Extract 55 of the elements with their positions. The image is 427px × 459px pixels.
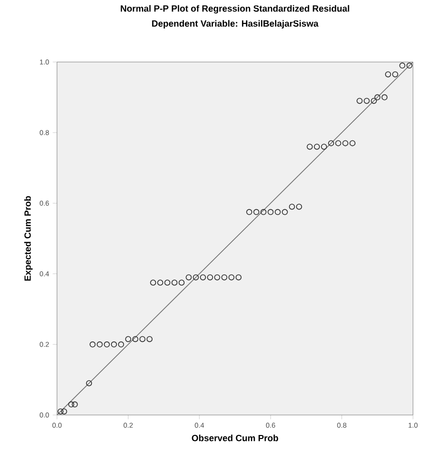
point bbox=[104, 341, 110, 348]
point bbox=[58, 408, 64, 414]
point bbox=[392, 71, 398, 78]
point bbox=[382, 94, 388, 100]
point bbox=[139, 336, 146, 342]
point bbox=[228, 274, 234, 280]
point bbox=[282, 209, 288, 216]
point bbox=[150, 280, 156, 286]
point bbox=[374, 94, 380, 100]
point bbox=[342, 140, 348, 146]
point bbox=[246, 209, 252, 216]
point bbox=[132, 336, 138, 342]
point bbox=[288, 204, 295, 210]
point bbox=[370, 98, 377, 104]
point bbox=[320, 144, 327, 150]
point bbox=[236, 274, 242, 280]
x-axis-title: Observed Cum Prob bbox=[192, 434, 278, 442]
point bbox=[164, 280, 170, 286]
point bbox=[146, 336, 153, 342]
point bbox=[110, 341, 117, 348]
point bbox=[314, 144, 320, 150]
point bbox=[385, 71, 392, 78]
point bbox=[207, 274, 214, 280]
point bbox=[90, 341, 96, 348]
point bbox=[68, 401, 74, 408]
chart-title: Normal P-P Plot of Regression Standardized Residual bbox=[120, 5, 350, 14]
point bbox=[364, 98, 370, 104]
point bbox=[178, 280, 185, 286]
y-axis-title: Expected Cum Prob bbox=[24, 196, 33, 281]
chart-subtitle: Dependent Variable: HasilBelajarSiswa bbox=[152, 20, 318, 28]
point bbox=[157, 280, 164, 286]
point bbox=[192, 274, 199, 280]
point bbox=[406, 62, 412, 69]
point bbox=[268, 209, 274, 216]
point bbox=[335, 140, 342, 146]
point bbox=[349, 140, 356, 146]
point bbox=[274, 209, 281, 216]
point bbox=[328, 140, 334, 146]
point bbox=[214, 274, 220, 280]
point bbox=[86, 380, 92, 386]
point bbox=[171, 280, 178, 286]
point bbox=[260, 209, 266, 216]
point bbox=[356, 98, 363, 104]
point bbox=[306, 144, 313, 150]
point bbox=[200, 274, 206, 280]
point bbox=[72, 401, 78, 408]
point bbox=[253, 209, 260, 216]
point bbox=[399, 62, 406, 69]
point bbox=[61, 408, 68, 414]
point bbox=[221, 274, 228, 280]
point bbox=[296, 204, 302, 210]
point bbox=[125, 336, 132, 342]
point bbox=[96, 341, 103, 348]
point bbox=[118, 341, 124, 348]
point bbox=[186, 274, 192, 280]
